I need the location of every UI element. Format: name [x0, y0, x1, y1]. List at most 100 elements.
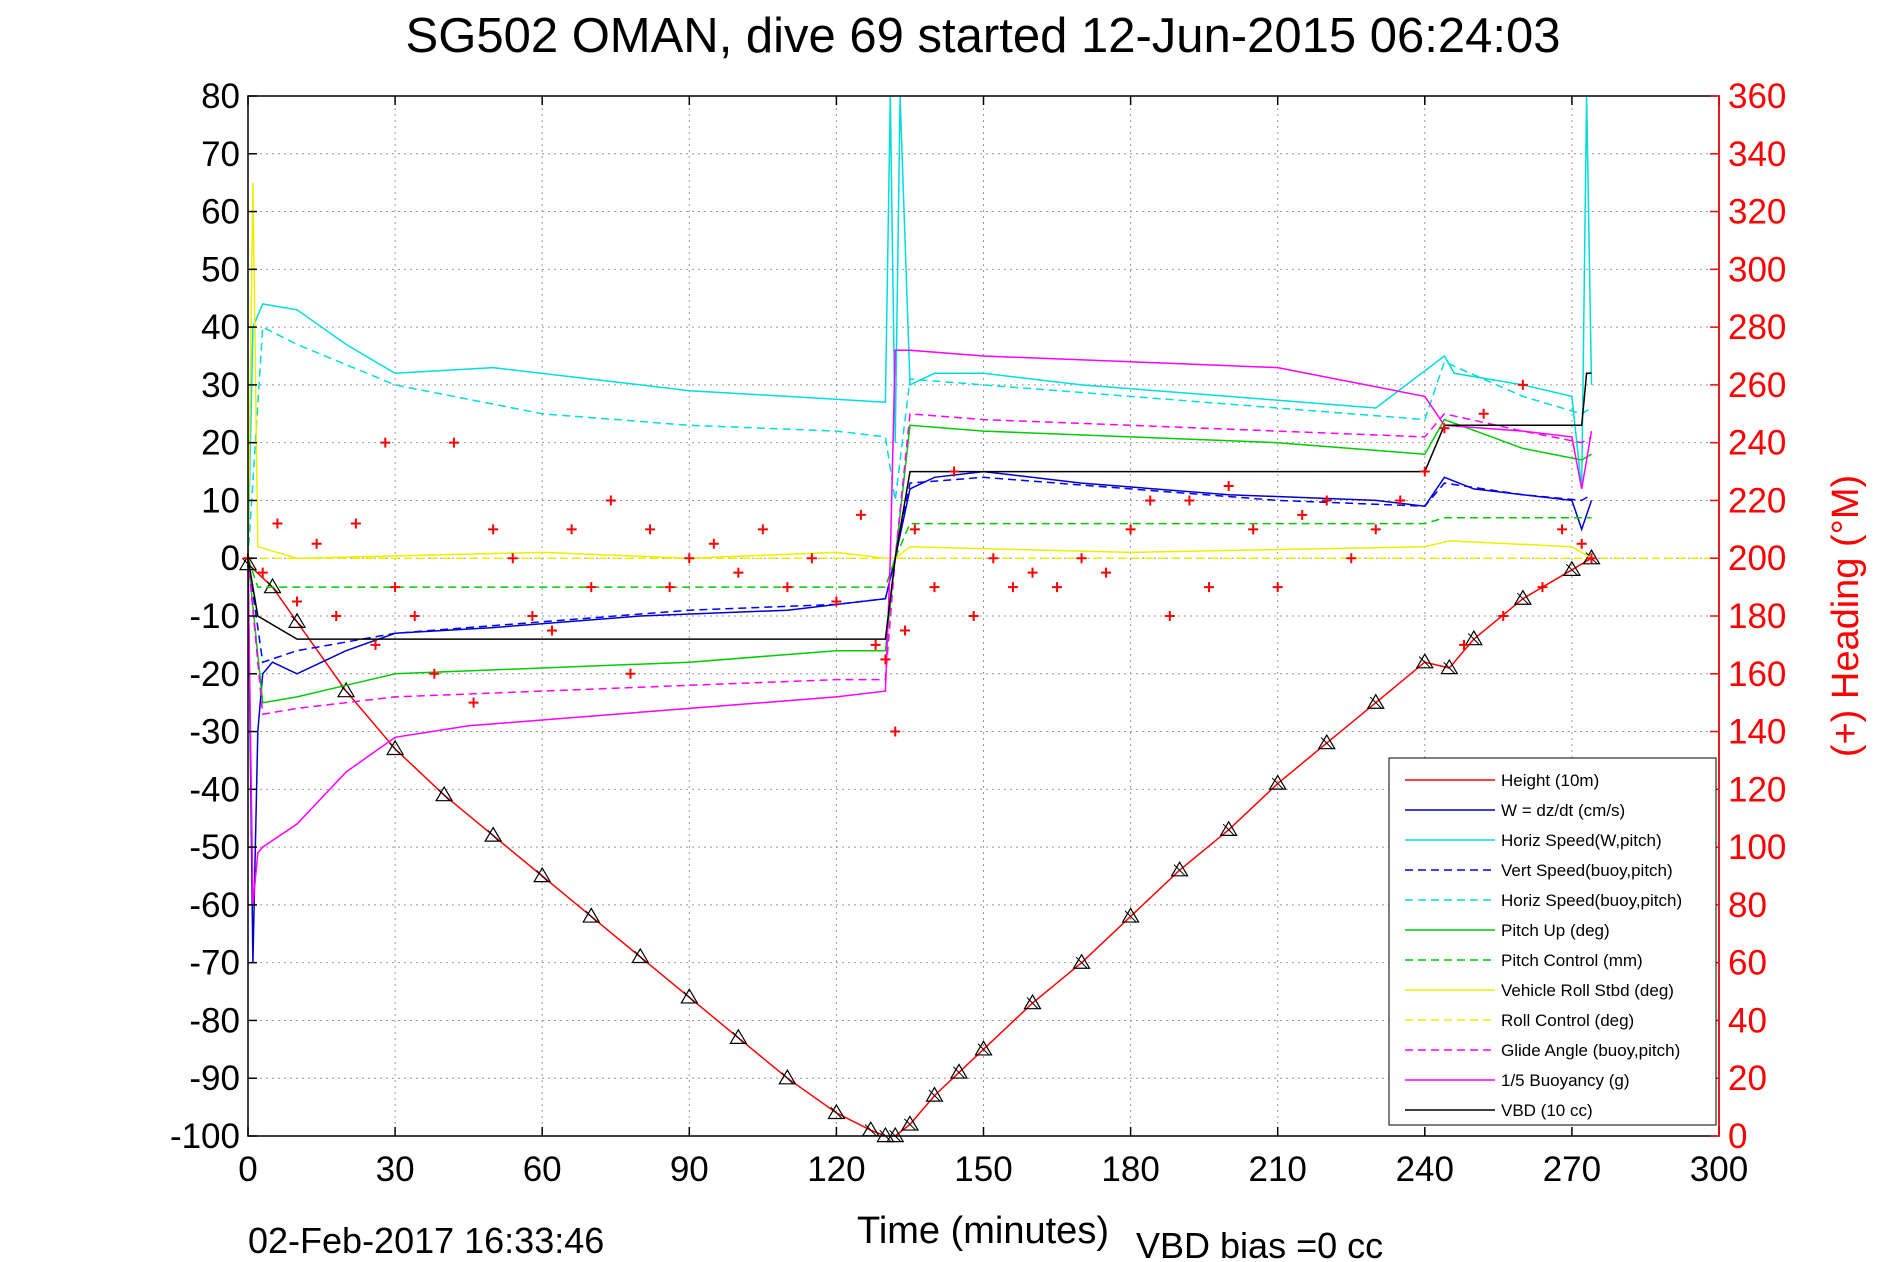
y-tick-label: 0 — [221, 539, 240, 578]
heading-point — [1321, 495, 1332, 506]
heading-point — [880, 654, 891, 665]
height-marker — [484, 826, 503, 842]
heading-point — [757, 524, 768, 535]
y-tick-label: -70 — [189, 944, 240, 983]
legend: Height (10m) W = dz/dt (cm/s) Horiz Speed(… — [1388, 757, 1717, 1126]
y-right-tick-label: 360 — [1728, 77, 1786, 116]
height-marker-cross — [340, 685, 353, 698]
heading-point — [1101, 567, 1112, 578]
heading-point — [1125, 524, 1136, 535]
height-marker-cross — [781, 1072, 794, 1085]
y-right-tick-label: 220 — [1728, 481, 1786, 520]
y-tick-label: 70 — [201, 135, 240, 174]
height-marker-cross — [732, 1031, 745, 1044]
height-marker — [1268, 774, 1287, 790]
heading-point — [733, 567, 744, 578]
legend-label: 1/5 Buoyancy (g) — [1501, 1071, 1630, 1090]
height-marker — [900, 1115, 919, 1131]
heading-series — [243, 379, 1597, 737]
y-tick-label: -40 — [189, 770, 240, 809]
legend-label: W = dz/dt (cm/s) — [1501, 801, 1625, 820]
heading-point — [1184, 495, 1195, 506]
y-right-tick-label: 20 — [1728, 1059, 1767, 1098]
heading-point — [527, 611, 538, 621]
y-tick-label: 20 — [201, 424, 240, 463]
heading-point — [1223, 481, 1234, 491]
legend-label: Pitch Up (deg) — [1501, 921, 1610, 940]
heading-point — [488, 524, 499, 535]
height-marker — [1023, 993, 1042, 1010]
series-line-9 — [247, 412, 1592, 716]
y-tick-label: -90 — [189, 1059, 240, 1098]
heading-point — [1052, 582, 1063, 593]
y-right-tick-label: 260 — [1728, 366, 1786, 405]
y-tick-label: 10 — [201, 481, 240, 520]
heading-point — [949, 466, 960, 477]
height-marker-cross — [1124, 910, 1137, 923]
height-marker — [778, 1069, 797, 1085]
heading-point — [1297, 509, 1308, 520]
y-right-tick-label: 0 — [1728, 1117, 1747, 1156]
y-tick-label: -10 — [189, 597, 240, 636]
height-marker — [1582, 549, 1601, 565]
heading-point — [708, 538, 719, 549]
height-marker — [827, 1103, 846, 1120]
heading-point — [1537, 582, 1548, 593]
y-right-tick-label: 100 — [1728, 828, 1786, 867]
height-marker — [1562, 560, 1581, 576]
heading-point — [1576, 538, 1587, 549]
height-marker — [974, 1040, 993, 1056]
heading-point — [988, 553, 999, 564]
height-marker-cross — [1173, 864, 1186, 877]
height-marker-cross — [864, 1124, 877, 1137]
legend-label: VBD (10 cc) — [1501, 1101, 1593, 1120]
height-marker-cross — [1418, 656, 1431, 669]
heading-point — [1346, 553, 1357, 564]
height-marker-cross — [487, 829, 500, 842]
legend-label: Height (10m) — [1501, 771, 1599, 790]
height-marker — [729, 1028, 748, 1044]
height-marker — [1415, 653, 1434, 669]
heading-point — [806, 553, 817, 564]
heading-point — [929, 582, 940, 593]
y-right-axis-label: (+) Heading (°M) — [1825, 475, 1867, 757]
height-marker-cross — [928, 1089, 941, 1102]
heading-point — [782, 582, 793, 593]
height-marker-cross — [634, 950, 647, 963]
y-right-tick-label: 60 — [1728, 944, 1767, 983]
heading-point — [1248, 524, 1259, 535]
heading-point — [350, 518, 361, 529]
height-marker — [876, 1126, 895, 1143]
legend-label: Pitch Control (mm) — [1501, 951, 1643, 970]
heading-point — [1498, 611, 1509, 621]
height-marker — [1440, 658, 1459, 675]
y-right-tick-label: 180 — [1728, 597, 1786, 636]
height-marker — [1366, 693, 1385, 709]
legend-label: Glide Angle (buoy,pitch) — [1501, 1041, 1680, 1060]
height-marker — [533, 866, 552, 883]
heading-point — [1459, 639, 1470, 650]
height-marker-cross — [1026, 997, 1039, 1010]
heading-point — [1076, 553, 1087, 564]
heading-point — [605, 495, 616, 506]
heading-point — [1557, 524, 1568, 535]
y-right-tick-label: 320 — [1728, 193, 1786, 232]
axis-ticks: 0 30 60 90 120 150 180 210 240 270 300807060504030… — [170, 77, 1786, 1189]
height-marker — [1170, 861, 1189, 877]
heading-point — [1027, 567, 1038, 578]
height-marker — [287, 612, 307, 628]
heading-point — [547, 625, 558, 636]
height-marker-cross — [903, 1118, 916, 1131]
height-marker-cross — [953, 1066, 965, 1079]
series-line-11 — [247, 372, 1592, 640]
height-marker — [1219, 820, 1238, 836]
height-marker — [1513, 589, 1532, 605]
height-marker — [680, 988, 699, 1004]
timestamp-footer: 02-Feb-2017 16:33:46 — [248, 1220, 604, 1261]
height-marker — [582, 907, 601, 923]
heading-point — [1204, 582, 1215, 593]
heading-point — [272, 518, 283, 529]
height-marker — [886, 1126, 905, 1143]
heading-point — [890, 726, 901, 737]
y-tick-label: 80 — [201, 77, 240, 116]
